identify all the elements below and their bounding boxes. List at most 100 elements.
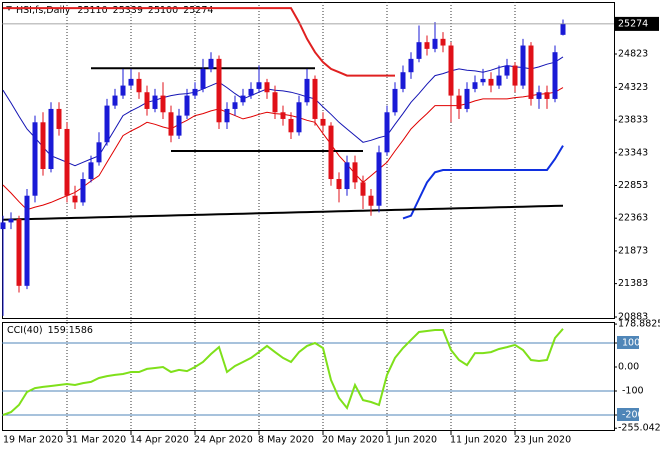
y-tick-label: 21383 <box>618 278 648 289</box>
candle-body <box>88 162 94 180</box>
candle-body <box>392 88 398 113</box>
candle-body <box>184 95 190 116</box>
candle-body <box>456 95 462 109</box>
main-frame <box>2 2 615 319</box>
candle-body <box>160 95 166 113</box>
candle-body <box>8 219 14 223</box>
last-price-box <box>615 16 659 31</box>
candle-body <box>480 78 486 83</box>
candle-body <box>280 112 286 119</box>
y-tick-box <box>617 336 639 349</box>
candle-body <box>496 75 502 86</box>
y-tick-label: 23343 <box>618 147 648 158</box>
x-tick-label: 11 Jun 2020 <box>450 435 507 446</box>
candle-body <box>248 88 254 96</box>
candle-body <box>408 58 414 73</box>
x-tick-label: 31 Mar 2020 <box>66 435 126 446</box>
candle-body <box>224 108 230 123</box>
candle-body <box>344 162 350 190</box>
candle-body <box>384 112 390 153</box>
x-tick-label: 19 Mar 2020 <box>3 435 63 446</box>
y-tick-label: 23833 <box>618 115 648 126</box>
candle-body <box>464 88 470 109</box>
candle-body <box>40 122 46 170</box>
indicator-line <box>2 204 564 221</box>
candle-body <box>272 92 278 113</box>
candle-body <box>216 58 222 123</box>
candle-body <box>432 38 438 49</box>
candle-body <box>72 195 78 203</box>
last-price-label: 25274 <box>618 18 648 29</box>
y-tick-label: -200 <box>622 410 644 421</box>
cci-title: CCI(40) 159.1586 <box>7 325 93 336</box>
candle-body <box>360 182 366 196</box>
x-tick-label: 14 Apr 2020 <box>130 435 189 446</box>
candle-body <box>288 118 294 133</box>
candle-body <box>152 95 158 109</box>
candle-body <box>120 85 126 96</box>
candle-body <box>144 92 150 109</box>
candle-body <box>400 72 406 89</box>
candle-body <box>24 195 30 286</box>
candle-body <box>544 92 550 99</box>
candle-body <box>560 23 566 35</box>
candle-body <box>112 95 118 106</box>
y-tick-label: -100 <box>622 386 644 397</box>
y-tick-label: 24323 <box>618 82 648 93</box>
candle-body <box>200 68 206 89</box>
y-tick-label: -255.042 <box>618 423 660 434</box>
y-tick-label: 24823 <box>618 48 648 59</box>
candle-body <box>128 78 134 86</box>
y-tick-label: 21873 <box>618 245 648 256</box>
cci-line <box>2 328 564 416</box>
indicator-line <box>3 7 395 77</box>
candle-body <box>336 179 342 190</box>
candle-body <box>232 102 238 109</box>
candle-body <box>512 65 518 86</box>
candle-body <box>440 38 446 46</box>
x-tick-label: 24 Apr 2020 <box>194 435 253 446</box>
candle-body <box>368 195 374 206</box>
candle-body <box>104 105 110 143</box>
indicator-line <box>2 56 564 167</box>
candle-body <box>520 45 526 86</box>
indicator-line <box>402 145 564 220</box>
candle-body <box>240 95 246 103</box>
candle-body <box>256 82 262 89</box>
candle-body <box>504 65 510 76</box>
candle-body <box>352 162 358 183</box>
candle-body <box>168 112 174 136</box>
y-tick-label: 0.00 <box>618 362 639 373</box>
candle-body <box>264 82 270 93</box>
x-tick-label: 23 Jun 2020 <box>514 435 571 446</box>
candle-body <box>424 42 430 49</box>
candle-body <box>56 108 62 129</box>
y-tick-box <box>617 408 639 421</box>
candle-body <box>320 118 326 126</box>
candle-body <box>0 222 6 230</box>
candle-body <box>528 45 534 99</box>
candle-body <box>16 219 22 286</box>
candle-body <box>472 82 478 89</box>
cci-frame <box>2 322 615 431</box>
candle-body <box>552 52 558 99</box>
x-tick-label: 20 May 2020 <box>322 435 384 446</box>
y-tick-label: 178.8825 <box>618 319 660 330</box>
x-tick-label: 1 Jun 2020 <box>386 435 437 446</box>
candle-body <box>80 179 86 203</box>
candle-body <box>488 78 494 86</box>
candle-body <box>192 88 198 96</box>
y-tick-label: 22363 <box>618 213 648 224</box>
candle-body <box>416 42 422 59</box>
chart-title: HSI,fs,Daily 25110 25339 25100 25274 <box>16 5 213 16</box>
candle-body <box>48 108 54 170</box>
y-tick-label: 22853 <box>618 180 648 191</box>
candle-body <box>304 78 310 103</box>
candle-body <box>64 128 70 196</box>
candle-body <box>32 122 38 196</box>
y-tick-label: 100 <box>622 338 640 349</box>
candle-body <box>312 78 318 119</box>
candle-body <box>96 142 102 163</box>
